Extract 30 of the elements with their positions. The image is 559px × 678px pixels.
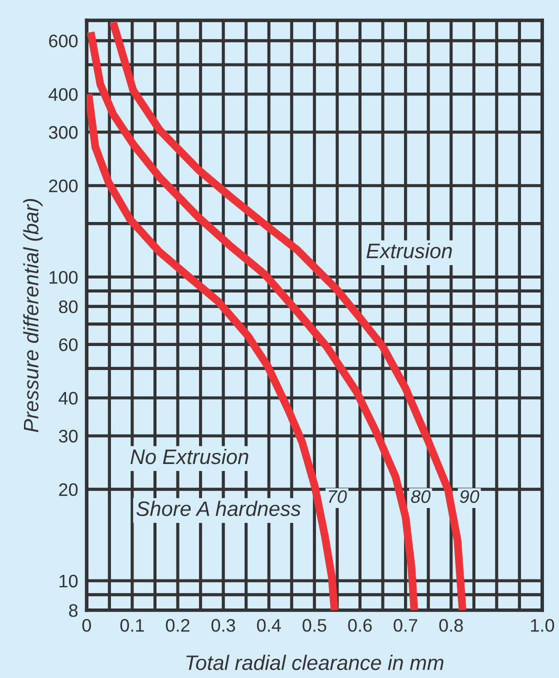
x-tick-label: 0.4	[257, 619, 281, 632]
y-tick-label: 400	[48, 88, 78, 101]
y-tick-label: 60	[59, 338, 78, 352]
y-tick-label: 200	[49, 180, 78, 192]
series-label: 80	[411, 490, 430, 503]
series-label: 90	[460, 490, 480, 503]
x-tick-label: 0.6	[348, 619, 372, 632]
x-tick-label: 0.1	[120, 619, 144, 632]
x-axis-title: Total radial clearance in mm	[186, 654, 444, 670]
series-label: 70	[328, 490, 347, 503]
y-tick-label: 300	[48, 126, 78, 139]
x-tick-label: 0.2	[166, 619, 190, 632]
x-tick-label: 0.7	[394, 619, 418, 632]
annotation: No Extrusion	[130, 448, 248, 464]
annotation: Shore A hardness	[136, 500, 301, 516]
y-tick-label: 20	[59, 483, 78, 496]
y-tick-label: 600	[49, 34, 78, 48]
x-tick-label: 0.8	[439, 619, 463, 632]
x-tick-label: 0.5	[302, 619, 326, 632]
y-tick-label: 30	[58, 430, 78, 443]
annotation: Extrusion	[366, 243, 452, 258]
x-tick-label: 0.3	[211, 619, 236, 632]
y-tick-label: 8	[69, 604, 78, 617]
y-tick-label: 100	[50, 270, 78, 284]
y-tick-label: 40	[58, 392, 78, 405]
y-tick-label: 10	[60, 574, 78, 588]
x-tick-label: 1.0	[531, 619, 554, 632]
y-tick-label: 80	[59, 300, 78, 314]
y-axis-title: Pressure differential (bar)	[23, 198, 43, 432]
x-tick-label: 0	[82, 619, 91, 632]
